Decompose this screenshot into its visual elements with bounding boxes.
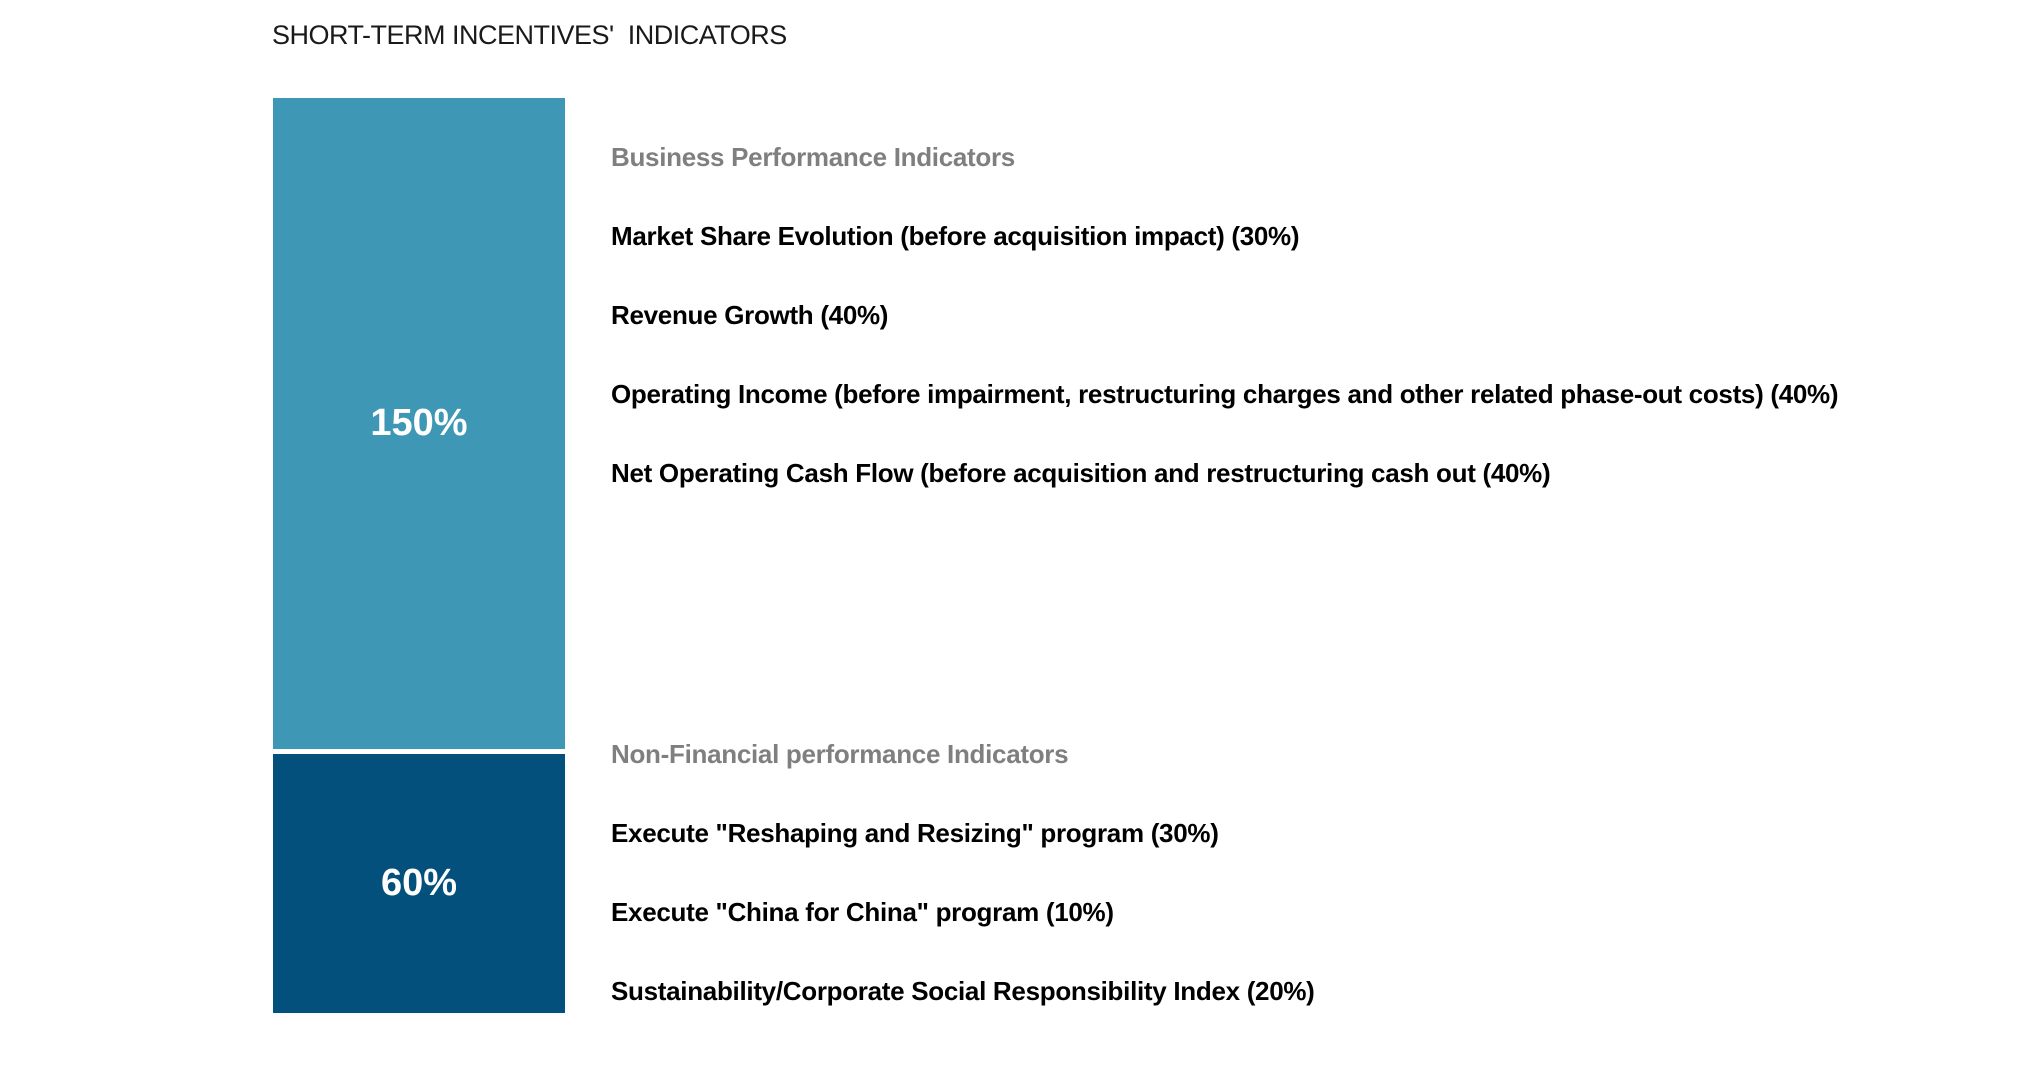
indicator-china-for-china: Execute "China for China" program (10%) (611, 897, 1114, 927)
bar-value-label-non-financial: 60% (380, 862, 458, 904)
indicator-market-share: Market Share Evolution (before acquisiti… (611, 221, 1300, 251)
chart-title: SHORT-TERM INCENTIVES' INDICATORS (272, 20, 787, 50)
indicator-revenue-growth: Revenue Growth (40%) (611, 300, 889, 330)
bar-value-label-business: 150% (370, 402, 468, 444)
section-heading-non-financial: Non-Financial performance Indicators (611, 739, 1069, 769)
stacked-bar: 150% 60% (273, 98, 565, 1013)
section-heading-business: Business Performance Indicators (611, 142, 1015, 172)
indicator-reshaping-resizing: Execute "Reshaping and Resizing" program… (611, 818, 1219, 848)
indicator-sustainability-csr: Sustainability/Corporate Social Responsi… (611, 976, 1315, 1006)
bar-segment-business: 150% (273, 98, 565, 749)
indicator-net-operating-cash-flow: Net Operating Cash Flow (before acquisit… (611, 458, 1551, 488)
indicator-operating-income: Operating Income (before impairment, res… (611, 379, 1839, 409)
bar-segment-non-financial: 60% (273, 754, 565, 1013)
